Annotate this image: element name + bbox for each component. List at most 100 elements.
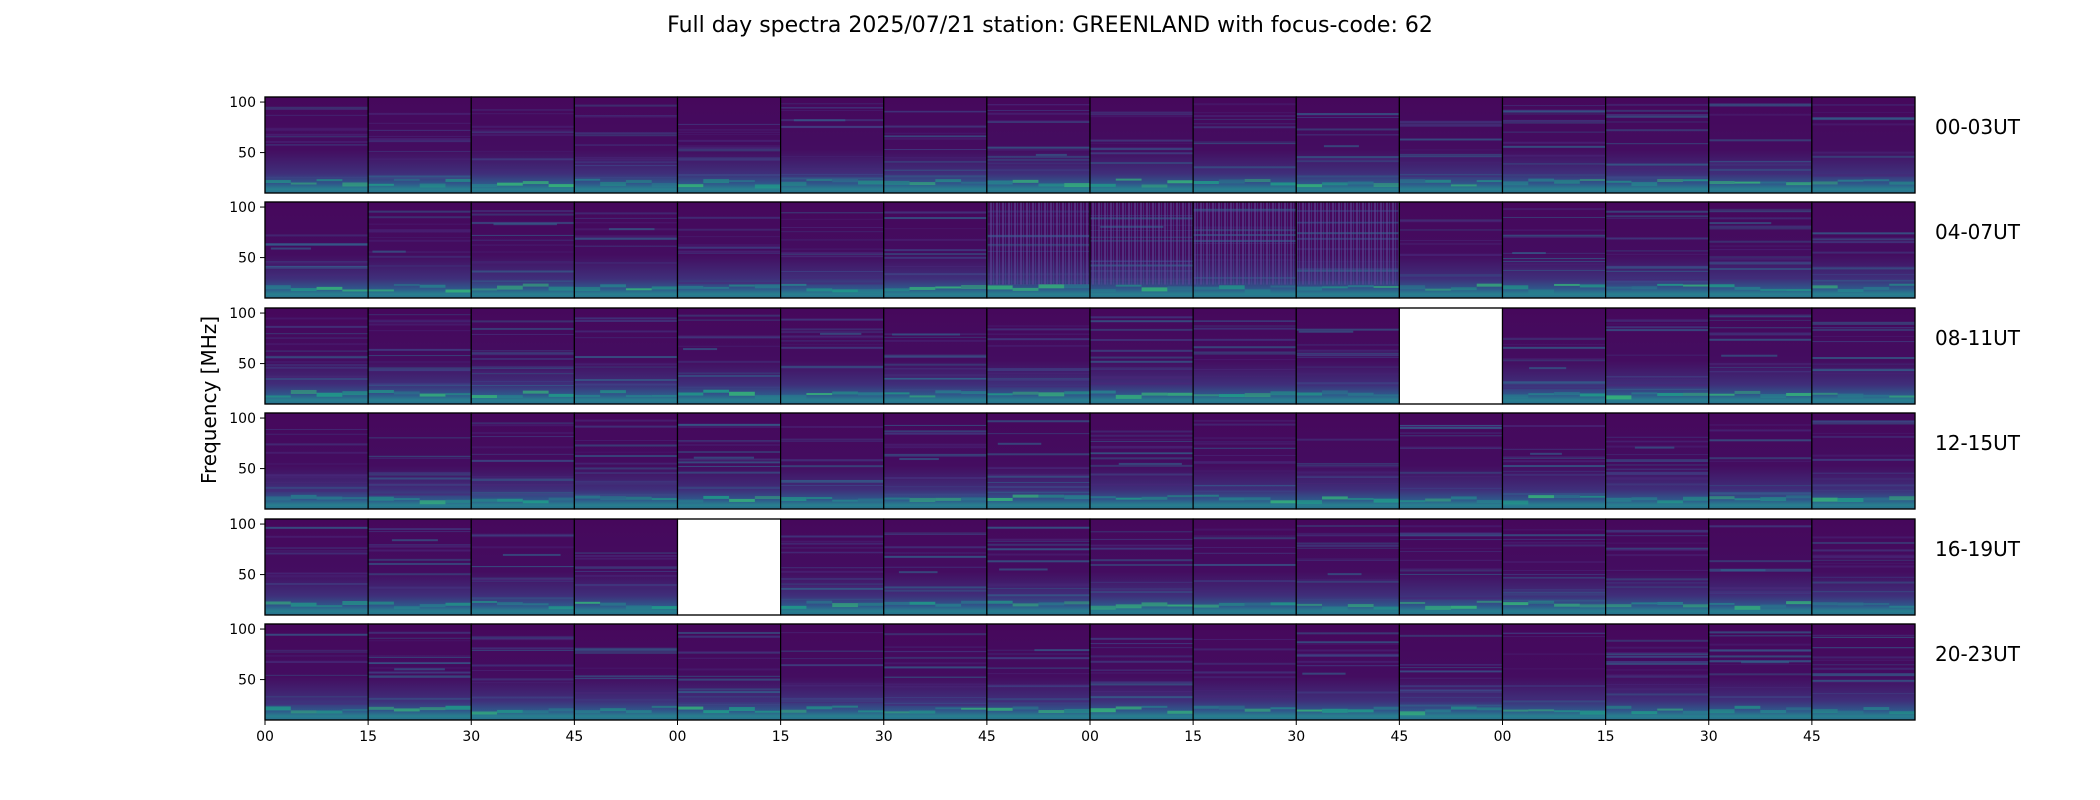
x-axis-ticks: 00 15 30 45 00 15 30 45 00 15 30 45 00 15 30 45 — [256, 720, 1821, 745]
spectrum-panel — [1501, 307, 1607, 405]
spectrum-panel — [1089, 518, 1194, 616]
spectrum-panel — [367, 518, 472, 616]
spectrum-panel — [676, 623, 782, 721]
row-label: 08-11UT — [1935, 326, 2021, 350]
spectrum-panel — [1605, 201, 1710, 299]
spectrum-panel — [1398, 307, 1504, 405]
spectrum-panel — [1089, 412, 1194, 510]
spectrum-panel — [1295, 307, 1400, 405]
x-tick-label: 00 — [1081, 729, 1099, 745]
spectrum-panel — [1192, 623, 1297, 721]
x-tick-label: 15 — [359, 729, 377, 745]
y-tick-label: 100 — [229, 622, 256, 638]
y-tick-label: 100 — [229, 517, 256, 533]
spectrum-panel — [264, 307, 369, 405]
spectrum-panel — [1295, 518, 1400, 616]
row-frame — [264, 307, 1916, 405]
row-label: 20-23UT — [1935, 642, 2021, 666]
spectrum-panel — [1811, 307, 1916, 405]
row-frame — [264, 201, 1916, 299]
spectrum-panel — [1811, 201, 1916, 299]
spectrum-panel — [1398, 623, 1504, 721]
x-tick-label: 45 — [1390, 729, 1408, 745]
x-tick-label: 45 — [565, 729, 583, 745]
spectrum-panel — [470, 518, 575, 616]
y-tick-label: 50 — [238, 146, 256, 162]
spectrum-panel — [1605, 307, 1710, 405]
spectrum-panel — [573, 96, 679, 194]
spectrum-panel — [264, 412, 369, 510]
spectrum-panel — [986, 412, 1091, 510]
y-tick-label: 50 — [238, 251, 256, 267]
spectrum-panel — [1501, 96, 1607, 194]
x-tick-label: 45 — [1803, 729, 1821, 745]
spectrum-panel — [573, 518, 679, 616]
x-tick-label: 15 — [1597, 729, 1615, 745]
spectrum-panel — [1192, 412, 1297, 510]
spectrum-panel — [367, 96, 472, 194]
row-frame — [264, 518, 1916, 616]
row-frame — [264, 96, 1916, 194]
spectrum-panel — [780, 201, 885, 299]
spectrum-panel — [1501, 623, 1607, 721]
spectrum-panel — [780, 307, 885, 405]
spectrum-panel — [1708, 201, 1813, 299]
spectrum-panel — [1398, 96, 1504, 194]
spectrum-panel — [1398, 518, 1504, 616]
chart-title: Full day spectra 2025/07/21 station: GRE… — [667, 13, 1433, 38]
spectrum-panel — [676, 412, 782, 510]
spectrum-panel — [1811, 412, 1916, 510]
spectrum-panel — [676, 201, 782, 299]
spectrum-panel — [1089, 307, 1194, 405]
spectrum-panel — [1811, 96, 1916, 194]
spectrum-panel — [1192, 307, 1297, 405]
spectrum-panel — [780, 623, 885, 721]
spectrum-panel — [1295, 96, 1400, 194]
spectrum-panel — [1501, 201, 1607, 299]
spectrum-panel — [1295, 412, 1400, 510]
y-tick-label: 100 — [229, 95, 256, 111]
y-tick-label: 50 — [238, 462, 256, 478]
spectrum-panel — [1089, 96, 1194, 194]
spectrum-panel — [1708, 518, 1813, 616]
spectrum-panel — [986, 96, 1091, 194]
spectrum-panel — [780, 518, 885, 616]
spectrum-panel — [1295, 623, 1400, 721]
spectrum-panel — [883, 201, 988, 299]
spectrum-panel — [1605, 518, 1710, 616]
spectrum-panel — [986, 307, 1091, 405]
spectrum-panel — [1501, 518, 1607, 616]
spectrum-panel — [780, 96, 885, 194]
spectrum-panel — [986, 518, 1091, 616]
x-tick-label: 00 — [1494, 729, 1512, 745]
spectrum-panel — [986, 201, 1091, 299]
spectrum-panel — [264, 201, 369, 299]
spectrum-panel — [1192, 518, 1297, 616]
spectrum-panel — [1605, 96, 1710, 194]
y-tick-label: 50 — [238, 357, 256, 373]
spectrum-panel — [1708, 623, 1813, 721]
x-tick-label: 30 — [875, 729, 893, 745]
spectrum-panel — [264, 96, 369, 194]
spectrum-panel — [1811, 518, 1916, 616]
spectrum-panel — [1605, 623, 1710, 721]
spectrum-panel — [367, 201, 472, 299]
spectrum-panel — [573, 307, 679, 405]
y-axis-label: Frequency [MHz] — [197, 316, 221, 484]
spectrum-panel — [1708, 412, 1813, 510]
spectrum-panel — [986, 623, 1100, 721]
spectrum-panel — [470, 96, 575, 194]
spectrum-panel — [573, 623, 679, 721]
spectrum-panel — [1708, 96, 1813, 194]
spectrum-panel — [1089, 201, 1194, 299]
x-tick-label: 30 — [1287, 729, 1305, 745]
spectrum-panel — [676, 307, 782, 405]
spectrum-panel — [676, 96, 782, 194]
x-tick-label: 00 — [669, 729, 687, 745]
x-tick-label: 00 — [256, 729, 274, 745]
spectrum-panel — [1192, 201, 1297, 299]
spectrum-panel — [1811, 623, 1916, 721]
spectrum-panel — [1605, 412, 1710, 510]
spectra-grid: 100 50 00-03UT 100 50 04-07UT 100 50 08-11UT 100 5… — [229, 95, 2021, 721]
